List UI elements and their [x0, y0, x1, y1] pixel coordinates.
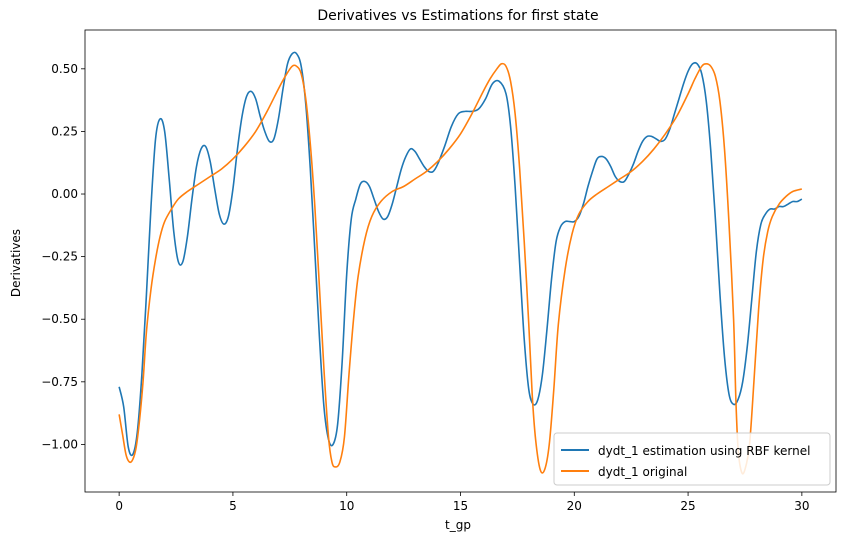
y-tick-label: −0.25 — [41, 250, 78, 264]
legend-label-original: dydt_1 original — [598, 465, 687, 479]
y-axis-label: Derivatives — [9, 229, 23, 297]
y-axis: −1.00 −0.75 −0.50 −0.25 0.00 0.25 0.50 — [41, 62, 85, 451]
series-line-estimation — [118, 51, 803, 457]
x-tick-label: 10 — [339, 499, 354, 513]
y-tick-label: −0.50 — [41, 312, 78, 326]
series-layer — [118, 51, 803, 475]
y-tick-label: 0.25 — [51, 124, 78, 138]
plot-area — [85, 30, 836, 492]
x-tick-label: 5 — [229, 499, 237, 513]
x-axis-label: t_gp — [445, 518, 471, 532]
y-tick-label: 0.50 — [51, 62, 78, 76]
x-tick-label: 30 — [794, 499, 809, 513]
y-tick-label: −1.00 — [41, 437, 78, 451]
y-tick-label: 0.00 — [51, 187, 78, 201]
y-tick-label: −0.75 — [41, 375, 78, 389]
x-tick-label: 15 — [453, 499, 468, 513]
legend-label-estimation: dydt_1 estimation using RBF kernel — [598, 444, 810, 458]
x-tick-label: 0 — [115, 499, 123, 513]
series-line-original — [118, 62, 803, 475]
legend: dydt_1 estimation using RBF kernel dydt_… — [553, 432, 831, 486]
chart-title: Derivatives vs Estimations for first sta… — [317, 8, 598, 24]
x-tick-label: 25 — [680, 499, 695, 513]
x-axis: 0 5 10 15 20 25 30 — [115, 492, 810, 513]
legend-box — [553, 432, 831, 486]
x-tick-label: 20 — [567, 499, 582, 513]
